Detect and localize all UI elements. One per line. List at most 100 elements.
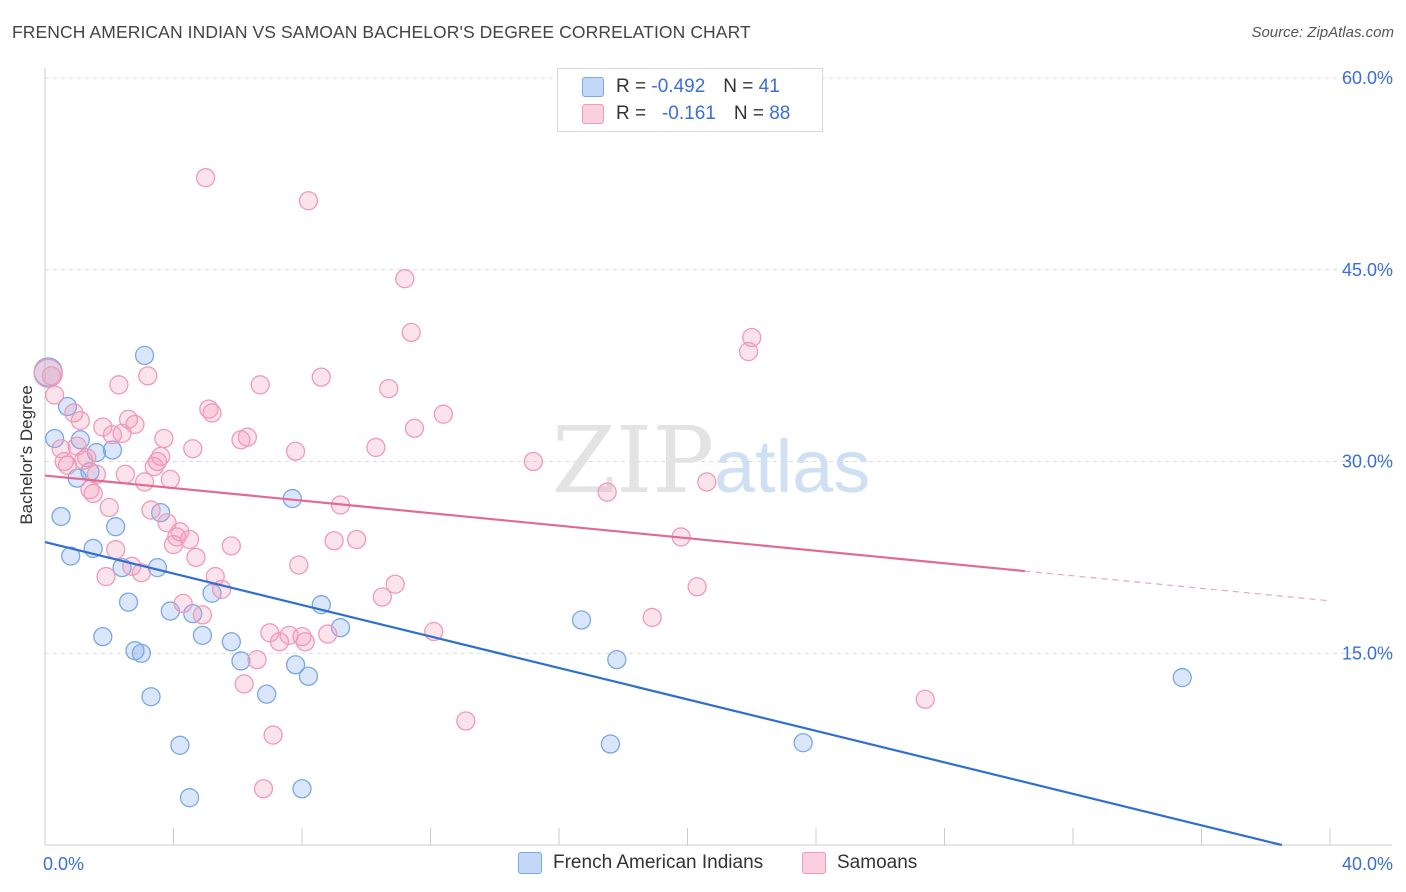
samoan-point [44, 385, 65, 405]
french-point [118, 592, 139, 612]
n-value-french: 41 [758, 76, 780, 97]
series-legend: French American Indians Samoans [0, 852, 1406, 878]
samoan-point [179, 529, 200, 550]
samoan-swatch [582, 104, 604, 124]
samoan-trend-line [44, 474, 1025, 573]
samoan-point [433, 404, 454, 424]
legend-row-samoan: R = -0.161 N = 88 [582, 102, 790, 126]
samoan-point [192, 605, 213, 625]
samoan-point [186, 547, 206, 568]
french-point [93, 626, 113, 647]
samoan-point [70, 410, 90, 431]
french-point [102, 440, 123, 460]
samoan-point [138, 366, 158, 386]
samoan-point [324, 531, 344, 551]
n-label: N = [723, 76, 754, 97]
samoan-point [318, 624, 338, 644]
samoan-point [202, 403, 222, 423]
samoan-point [298, 191, 319, 211]
french-point [221, 632, 241, 652]
samoan-point [170, 522, 190, 542]
samoan-point [456, 711, 476, 731]
french-point [607, 649, 627, 670]
samoan-point [173, 593, 193, 614]
samoan-point [86, 464, 107, 484]
samoan-point [57, 455, 78, 475]
french-point [231, 651, 251, 671]
french-point [131, 643, 152, 663]
samoan-point [64, 403, 84, 423]
samoan-point [237, 427, 258, 447]
n-label: N = [733, 103, 764, 124]
french-point [793, 733, 813, 753]
french-point [141, 687, 161, 707]
watermark-atlas: atlas [714, 425, 870, 508]
french-point [571, 610, 592, 630]
samoan-point [125, 414, 145, 435]
samoan-point [102, 425, 123, 445]
samoan-point [404, 418, 425, 438]
samoan-point [263, 725, 283, 745]
french-point [292, 779, 312, 799]
correlation-legend: R = -0.492 N = 41 R = -0.161 N = 88 [557, 68, 823, 132]
r-label: R = [616, 76, 647, 97]
x-tick-label-min: 0.0% [43, 854, 84, 874]
samoan-point [366, 437, 386, 458]
french-point [170, 735, 190, 755]
samoan-point [183, 439, 203, 459]
samoan-point [250, 375, 270, 395]
samoan-point [311, 367, 331, 387]
samoan-point [141, 500, 161, 520]
french-trend-line [44, 540, 1283, 847]
r-value-samoan: -0.161 [661, 103, 716, 124]
samoan-point [77, 448, 97, 468]
samoan-point [106, 540, 126, 560]
french-point [1172, 667, 1192, 688]
samoan-point [96, 566, 116, 587]
samoan-point [99, 497, 119, 518]
samoan-point [642, 607, 662, 628]
samoan-point [285, 441, 306, 461]
french-point [192, 625, 213, 646]
chart-title: FRENCH AMERICAN INDIAN VS SAMOAN BACHELO… [12, 22, 751, 42]
y-tick-label: 30.0% [1342, 452, 1393, 472]
y-axis-label: Bachelor's Degree [17, 385, 36, 525]
samoan-point [697, 472, 717, 492]
samoan-point [93, 417, 113, 437]
french-point [285, 655, 306, 675]
samoan-point [234, 674, 254, 694]
samoan-point [523, 451, 543, 472]
samoan-point [346, 529, 367, 550]
x-tick-label-max: 40.0% [1342, 854, 1393, 874]
samoan-point [147, 451, 168, 472]
source-label: Source: ZipAtlas.com [1251, 24, 1394, 41]
samoan-point [247, 649, 267, 670]
samoan-point [41, 366, 62, 386]
samoan-point [289, 555, 309, 575]
samoan-point [742, 327, 762, 348]
n-value-samoan: 88 [769, 103, 791, 124]
samoan-point [221, 536, 241, 556]
samoan-point [292, 626, 312, 647]
french-point [179, 788, 200, 808]
french-point [134, 345, 155, 366]
french-swatch [582, 77, 604, 97]
r-label: R = [616, 103, 647, 124]
samoan-point [253, 779, 274, 799]
legend-item-samoan: Samoans [802, 852, 917, 874]
samoan-point [401, 322, 421, 343]
samoan-point [915, 689, 935, 709]
samoan-point [385, 574, 405, 594]
samoan-point [115, 464, 135, 484]
samoan-point [109, 375, 129, 395]
y-tick-label: 45.0% [1342, 260, 1393, 280]
legend-label-french: French American Indians [553, 852, 764, 873]
samoan-point [118, 409, 139, 429]
watermark-zip: ZIP [552, 407, 714, 514]
legend-label-samoan: Samoans [837, 852, 918, 873]
r-value-french: -0.492 [651, 76, 706, 97]
legend-row-french: R = -0.492 N = 41 [582, 75, 780, 99]
french-point [51, 506, 71, 527]
samoan-point [131, 563, 152, 583]
